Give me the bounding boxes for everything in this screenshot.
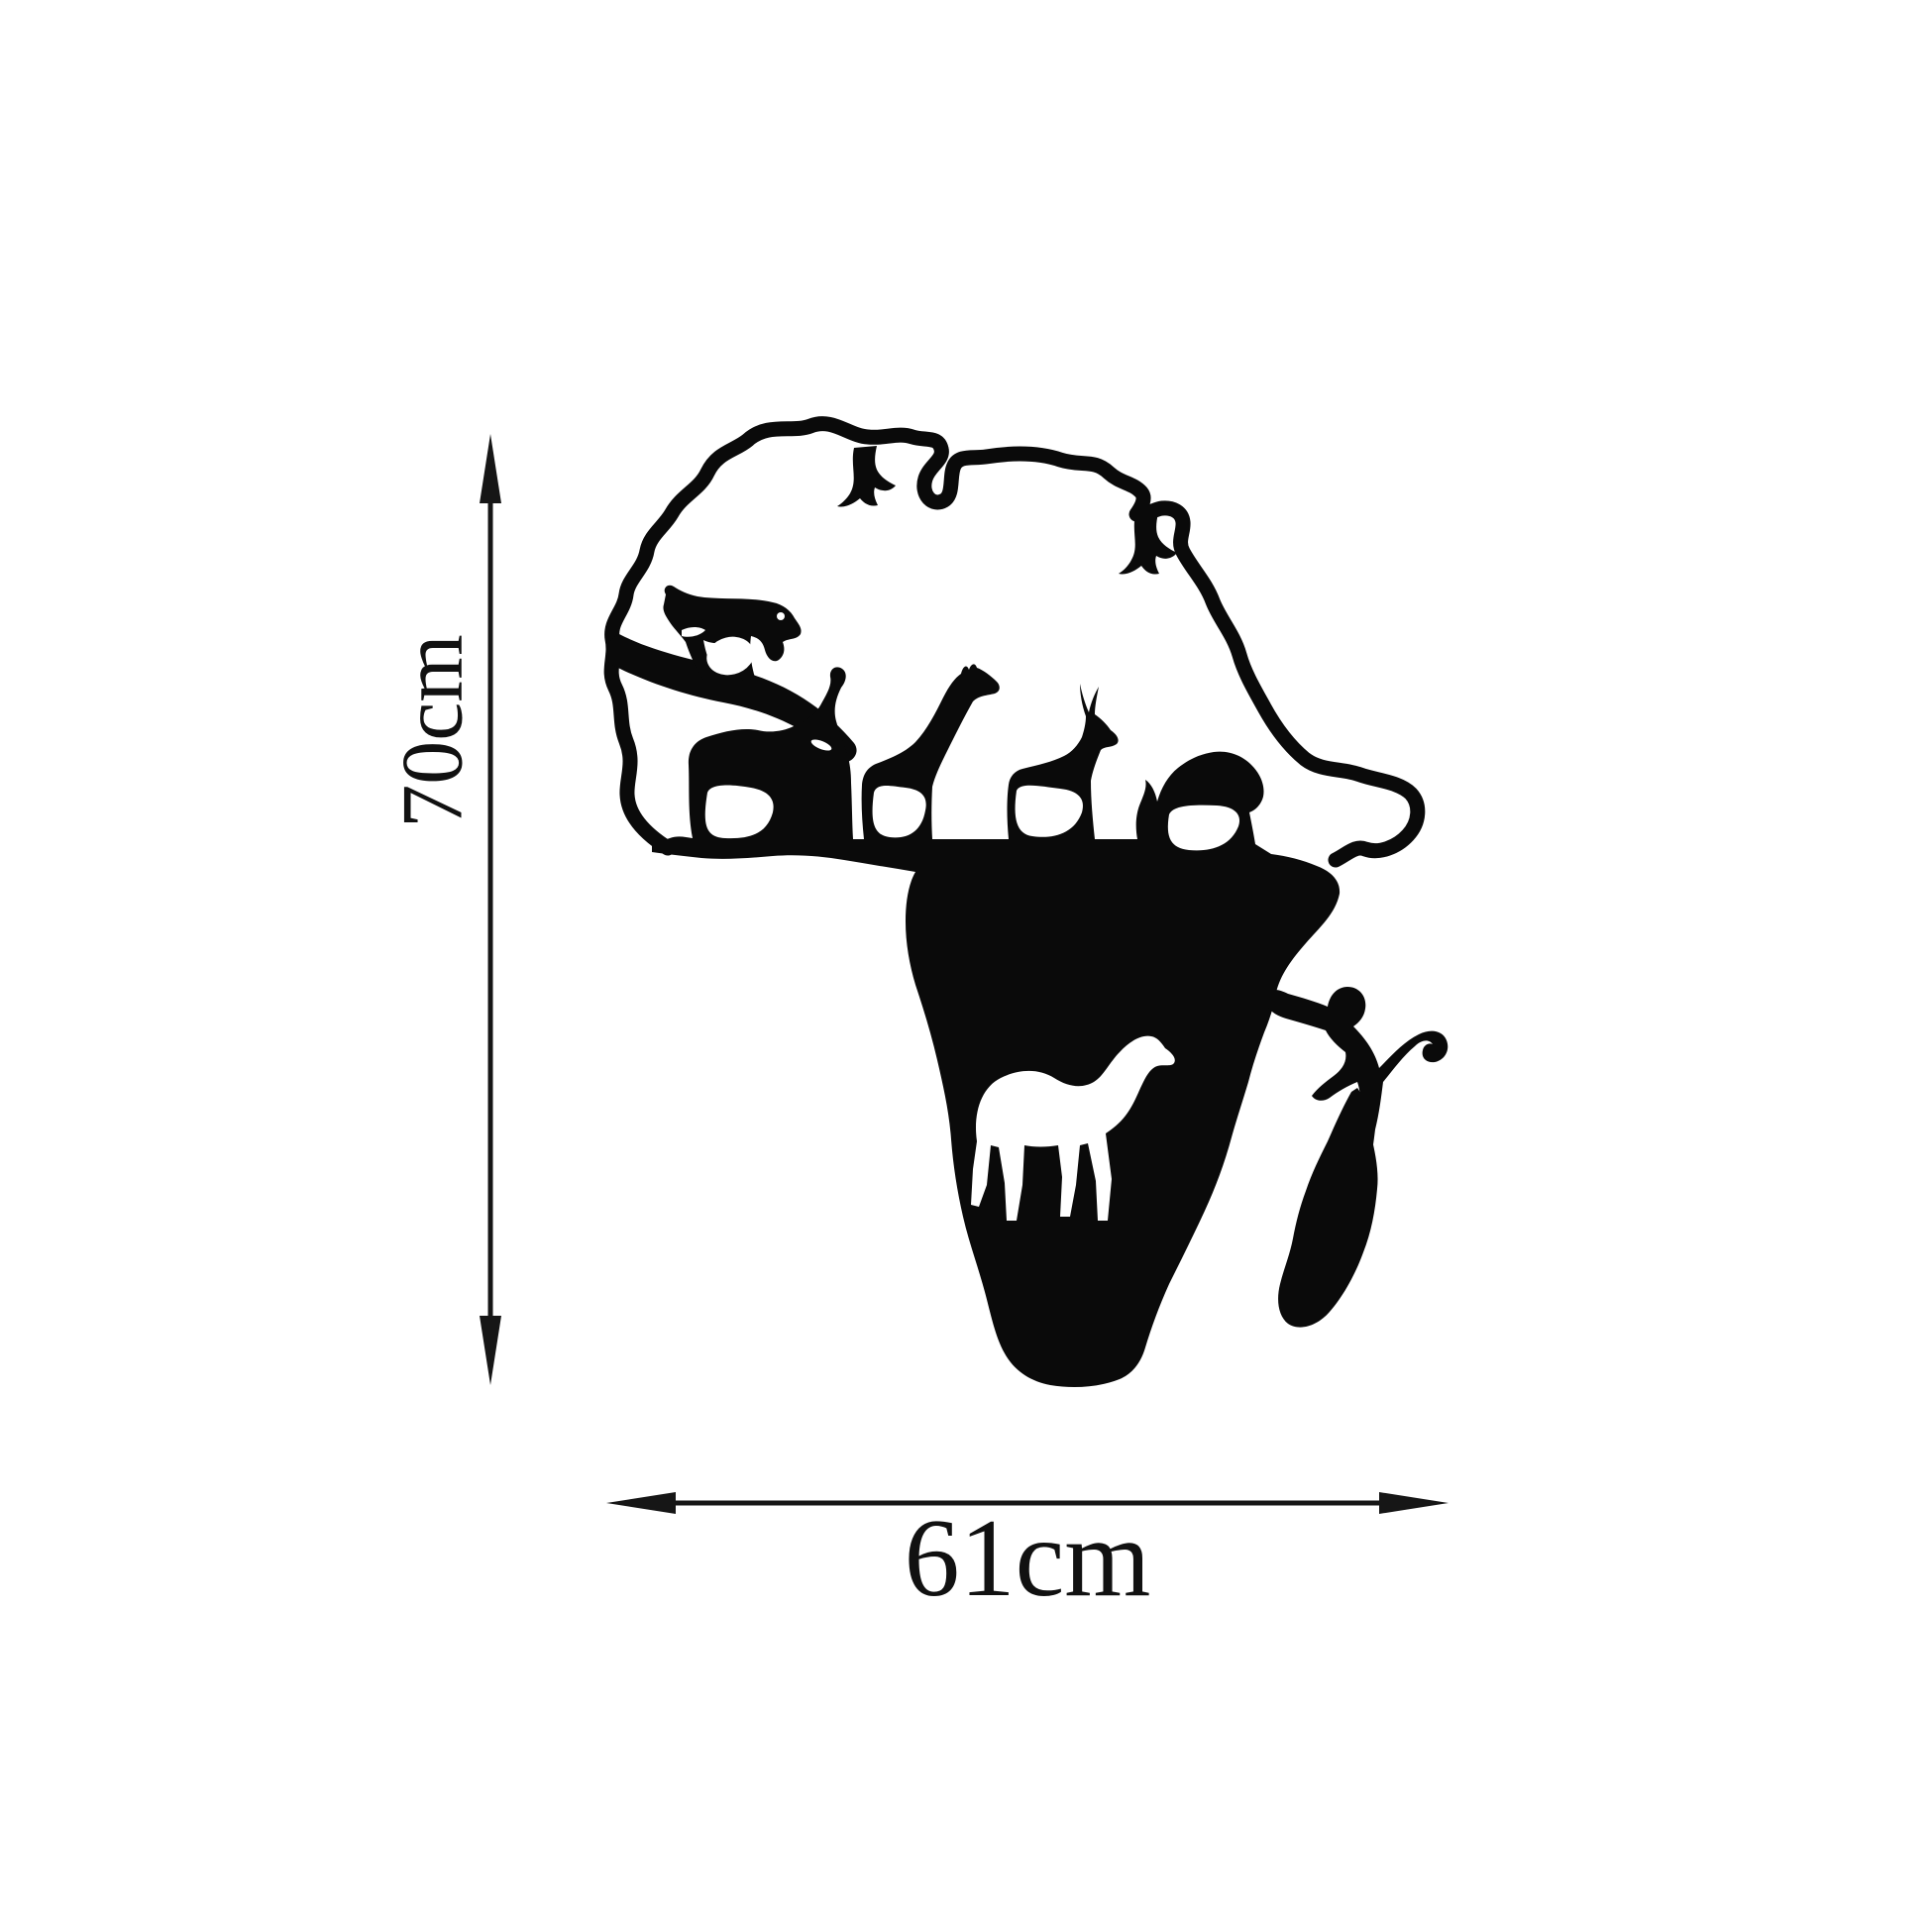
africa-north-outline (603, 416, 1426, 868)
arrow-left-icon (606, 1492, 676, 1514)
height-dimension-arrow (480, 434, 501, 1385)
elephant-tusk (810, 739, 832, 751)
cheetah-icon (663, 585, 802, 682)
cheetah-band-sliver (682, 627, 705, 637)
camel-icon (971, 1035, 1175, 1221)
height-dimension-label: 70cm (385, 634, 482, 828)
monkey-icon (1266, 987, 1449, 1175)
width-dimension-arrow (606, 1492, 1449, 1514)
giraffe-belly-gap (872, 785, 926, 838)
madagascar-island (1278, 1088, 1378, 1328)
bird-icon (837, 446, 896, 507)
width-dimension-label: 61cm (905, 1497, 1151, 1620)
africa-south-silhouette (652, 664, 1341, 1387)
cheetah-eye (777, 612, 785, 620)
elephant-belly-gap (704, 785, 774, 839)
africa-artwork (603, 416, 1449, 1387)
arrow-down-icon (480, 1316, 501, 1385)
cheetah-band-hole (706, 636, 754, 676)
antelope-belly-gap (1015, 785, 1084, 837)
arrow-right-icon (1379, 1492, 1449, 1514)
arrow-up-icon (480, 434, 501, 503)
coastal-band (605, 634, 857, 763)
lion-belly-gap (1167, 805, 1240, 851)
bird-icon (1119, 513, 1177, 575)
